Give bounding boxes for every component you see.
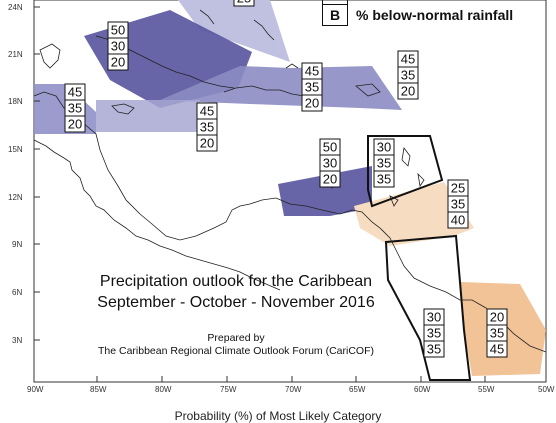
lat-label: 12N — [8, 193, 23, 202]
title-line-2: September - October - November 2016 — [97, 294, 375, 311]
prob-box — [107, 53, 129, 71]
prob-value: 20 — [490, 310, 504, 325]
prob-value: 35 — [200, 120, 214, 135]
lon-label: 75W — [220, 385, 237, 394]
organization: The Caribbean Regional Climate Outlook F… — [97, 345, 374, 357]
prob-box — [319, 170, 341, 188]
prob-value: 35 — [401, 68, 415, 83]
prob-value: 50 — [323, 140, 337, 155]
lon-label: 50W — [538, 385, 555, 394]
lon-label: 60W — [414, 385, 431, 394]
region-guyana-outline — [384, 234, 472, 381]
lon-label: 55W — [478, 385, 495, 394]
region-jamaica-caymans — [96, 100, 200, 132]
lat-label: 6N — [12, 288, 22, 297]
prob-value: 20 — [323, 172, 337, 187]
legend-letter: B — [322, 4, 348, 26]
prob-value: 20 — [68, 117, 82, 132]
lon-label: 90W — [27, 385, 44, 394]
legend: B % below-normal rainfall — [322, 4, 513, 26]
prob-value: 20 — [305, 96, 319, 111]
prob-value: 35 — [427, 326, 441, 341]
lat-label: 15N — [8, 145, 23, 154]
lat-label: 18N — [8, 97, 23, 106]
prob-value: 35 — [377, 156, 391, 171]
prob-value: 45 — [68, 85, 82, 100]
prob-value: 30 — [427, 310, 441, 325]
prob-stack-bahamas-top: 25 — [233, 0, 255, 7]
prob-value: 25 — [237, 0, 251, 6]
prob-box — [196, 134, 218, 152]
prob-value: 45 — [490, 342, 504, 357]
prob-value: 45 — [200, 104, 214, 119]
prob-value: 20 — [111, 55, 125, 70]
prob-value: 35 — [377, 172, 391, 187]
latitude-labels: 24N 21N 18N 15N 12N 9N 6N 3N — [8, 3, 23, 345]
prepared-by: Prepared by — [207, 332, 265, 344]
prob-value: 30 — [323, 156, 337, 171]
lon-label: 70W — [285, 385, 302, 394]
lon-label: 65W — [349, 385, 366, 394]
lon-label: 80W — [155, 385, 172, 394]
axis-ticks — [33, 6, 547, 382]
prob-value: 35 — [490, 326, 504, 341]
prob-box — [447, 211, 469, 229]
prob-value: 40 — [451, 213, 465, 228]
prob-value: 25 — [451, 181, 465, 196]
prob-value: 35 — [305, 80, 319, 95]
lon-label: 85W — [90, 385, 107, 394]
region-hispaniola-pr — [160, 66, 402, 110]
prob-value: 50 — [111, 23, 125, 38]
lat-label: 24N — [8, 3, 23, 12]
lat-label: 3N — [12, 336, 22, 345]
prob-value: 20 — [200, 136, 214, 151]
prob-box — [64, 115, 86, 133]
prob-box — [233, 0, 255, 7]
lat-label: 21N — [8, 50, 23, 59]
probability-boxes: 2550302045352045352045352045352050302030… — [64, 0, 508, 358]
prob-value: 35 — [451, 197, 465, 212]
longitude-labels: 90W 85W 80W 75W 70W 65W 60W 55W 50W — [27, 385, 555, 394]
prob-value: 45 — [305, 64, 319, 79]
coastlines — [33, 9, 547, 353]
region-trinidad-venezuela — [354, 182, 474, 246]
title-line-1: Precipitation outlook for the Caribbean — [99, 273, 373, 290]
prob-value: 20 — [401, 84, 415, 99]
prob-value: 30 — [111, 39, 125, 54]
prob-box — [486, 340, 508, 358]
region-windwards-outline — [367, 135, 444, 208]
prob-value: 35 — [68, 101, 82, 116]
prob-box — [301, 94, 323, 112]
prob-value: 30 — [377, 140, 391, 155]
prob-box — [373, 170, 395, 188]
prob-box — [423, 340, 445, 358]
prob-value: 45 — [401, 52, 415, 67]
prob-value: 35 — [427, 342, 441, 357]
footer-caption: Probability (%) of Most Likely Category — [174, 409, 382, 423]
legend-text: % below-normal rainfall — [356, 7, 514, 23]
lat-label: 9N — [12, 240, 22, 249]
prob-box — [397, 82, 419, 100]
region-bahamas-top — [178, 0, 290, 62]
region-abc-islands — [278, 166, 372, 216]
